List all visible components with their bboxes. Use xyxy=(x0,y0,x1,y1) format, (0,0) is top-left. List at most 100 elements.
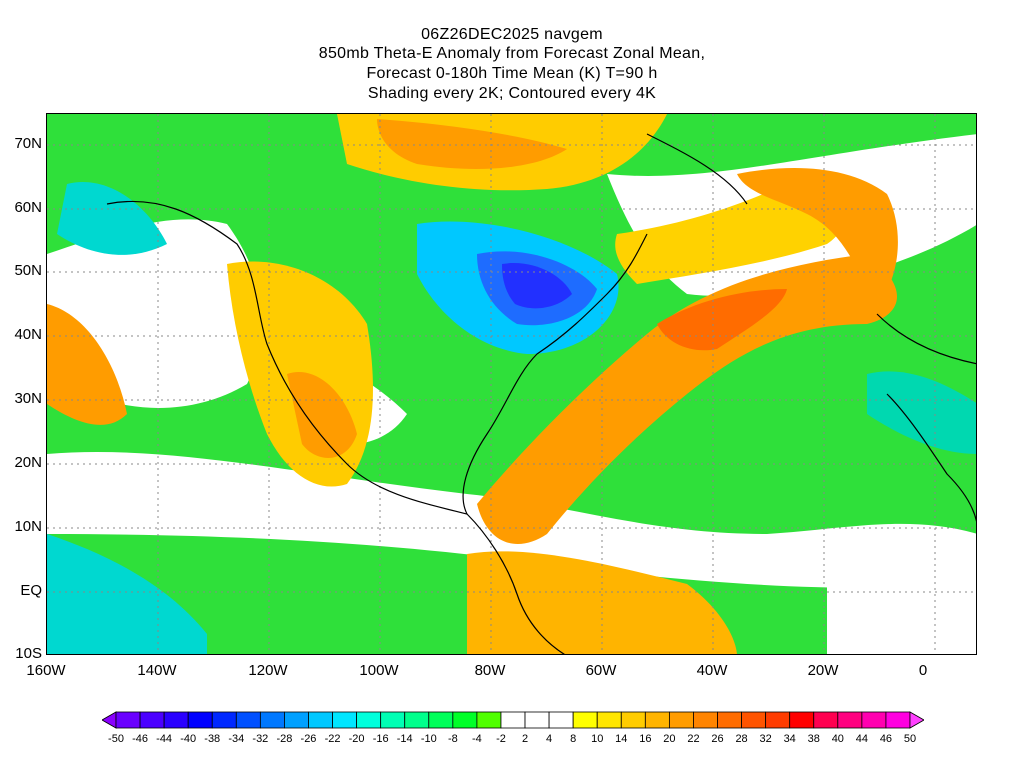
colorbar-box xyxy=(380,711,406,729)
colorbar xyxy=(102,711,924,729)
orange-region-arctic xyxy=(377,119,567,169)
colorbar-tick-label: -20 xyxy=(348,733,365,745)
colorbar-box xyxy=(332,711,358,729)
colorbar-tick-label: -44 xyxy=(156,733,173,745)
colorbar-tick-label: 50 xyxy=(903,733,917,745)
colorbar-tick-label: -8 xyxy=(447,733,458,745)
colorbar-tick-label: -40 xyxy=(180,733,197,745)
title-line-1: 06Z26DEC2025 navgem xyxy=(421,26,603,43)
cyan-region-south-pacific xyxy=(47,534,207,654)
warm-core-atlantic xyxy=(657,289,787,351)
lat-label-20n: 20N xyxy=(14,454,42,471)
colorbar-box xyxy=(693,711,718,729)
colorbar-box xyxy=(163,711,189,729)
colorbar-box xyxy=(548,711,574,729)
title-line-2: 850mb Theta-E Anomaly from Forecast Zona… xyxy=(318,45,706,62)
lat-label-30n: 30N xyxy=(14,390,42,407)
orange-region-mexico xyxy=(287,372,357,458)
coastline-north-america-east xyxy=(462,233,648,515)
anomaly-map xyxy=(47,114,976,654)
coastlines xyxy=(106,133,976,654)
lat-label-10s: 10S xyxy=(15,645,42,662)
colorbar-tick-label: 46 xyxy=(879,733,893,745)
colorbar-box xyxy=(115,711,141,729)
warm-tongue-pacific xyxy=(47,304,127,425)
lat-label-eq: EQ xyxy=(20,582,42,599)
colorbar-tick-label: 38 xyxy=(807,733,820,745)
colorbar-tick-label: 20 xyxy=(663,733,676,745)
colorbar-tick-label: -46 xyxy=(132,733,148,745)
colorbar-tick-label: 16 xyxy=(639,733,652,745)
colorbar-tick-label: -10 xyxy=(420,733,437,745)
colorbar-tick-label: -16 xyxy=(372,733,389,745)
lon-label-140w: 140W xyxy=(137,662,177,679)
cyan-region-alaska xyxy=(57,182,167,255)
colorbar-tick-label: -26 xyxy=(300,733,317,745)
colorbar-box xyxy=(741,711,767,729)
colorbar-tick-label: -2 xyxy=(496,733,506,745)
colorbar-tick-label: 22 xyxy=(687,733,700,745)
colorbar-tick-label: 28 xyxy=(735,733,748,745)
colorbar-tick-label: -50 xyxy=(108,733,124,745)
coastline-north-america-west xyxy=(106,200,565,654)
colorbar-box xyxy=(572,711,598,729)
colorbar-tick-label: -22 xyxy=(324,733,341,745)
cyan-region-africa xyxy=(867,371,976,454)
colorbar-boxes xyxy=(102,711,924,729)
colorbar-box xyxy=(524,711,550,729)
colorbar-box xyxy=(139,711,165,729)
warm-region-south-america xyxy=(467,551,737,654)
coastline-greenland xyxy=(646,133,748,205)
warm-plume-atlantic xyxy=(477,254,897,544)
colorbar-box xyxy=(885,711,911,729)
coastline-africa xyxy=(886,393,976,522)
colorbar-tick-label: 26 xyxy=(711,733,724,745)
lon-label-60w: 60W xyxy=(585,662,617,679)
lon-label-40w: 40W xyxy=(696,662,728,679)
title-line-4: Shading every 2K; Contoured every 4K xyxy=(367,85,657,102)
colorbar-tick-label: -14 xyxy=(396,733,413,745)
colorbar-box xyxy=(476,711,502,729)
deep-blue-core xyxy=(502,263,572,309)
colorbar-tick-label: 8 xyxy=(570,733,577,745)
lon-label-20w: 20W xyxy=(807,662,839,679)
lat-label-50n: 50N xyxy=(14,262,42,279)
colorbar-tick-label: -34 xyxy=(228,733,245,745)
colorbar-box xyxy=(813,711,839,729)
colorbar-box xyxy=(284,711,309,729)
colorbar-box xyxy=(235,711,261,729)
white-region-south-atlantic xyxy=(827,541,976,654)
colorbar-box xyxy=(404,711,430,729)
title-line-3: Forecast 0-180h Time Mean (K) T=90 h xyxy=(366,65,658,82)
colorbar-box xyxy=(644,711,670,729)
colorbar-box xyxy=(356,711,382,729)
colorbar-tick-label: 40 xyxy=(831,733,844,745)
colorbar-tick-label: -38 xyxy=(204,733,221,745)
lon-label-120w: 120W xyxy=(248,662,288,679)
lon-label-100w: 100W xyxy=(359,662,399,679)
colorbar-box xyxy=(428,711,454,729)
map-panel xyxy=(46,113,977,655)
colorbar-tick-label: 34 xyxy=(783,733,796,745)
lon-label-80w: 80W xyxy=(474,662,506,679)
colorbar-box xyxy=(259,711,285,729)
colorbar-box xyxy=(668,711,694,729)
lon-label-160w: 160W xyxy=(26,662,66,679)
warm-arm-north xyxy=(737,168,898,304)
colorbar-tick-label: 10 xyxy=(591,733,604,745)
lon-label-0: 0 xyxy=(918,662,928,679)
colorbar-tick-label: 32 xyxy=(759,733,772,745)
lat-label-60n: 60N xyxy=(14,199,42,216)
colorbar-tick-label: 4 xyxy=(546,733,553,745)
colorbar-tick-label: 2 xyxy=(521,733,529,745)
colorbar-tick-label: -32 xyxy=(252,733,269,745)
colorbar-tick-label: 44 xyxy=(855,733,868,745)
colorbar-tick-label: -4 xyxy=(472,733,482,745)
colorbar-tick-label: 14 xyxy=(615,733,628,745)
colorbar-box xyxy=(500,711,526,729)
colorbar-box xyxy=(717,711,742,729)
colorbar-arrow-left xyxy=(102,711,117,729)
colorbar-box xyxy=(211,711,237,729)
grid-lines xyxy=(47,114,976,654)
lat-label-10n: 10N xyxy=(14,518,42,535)
